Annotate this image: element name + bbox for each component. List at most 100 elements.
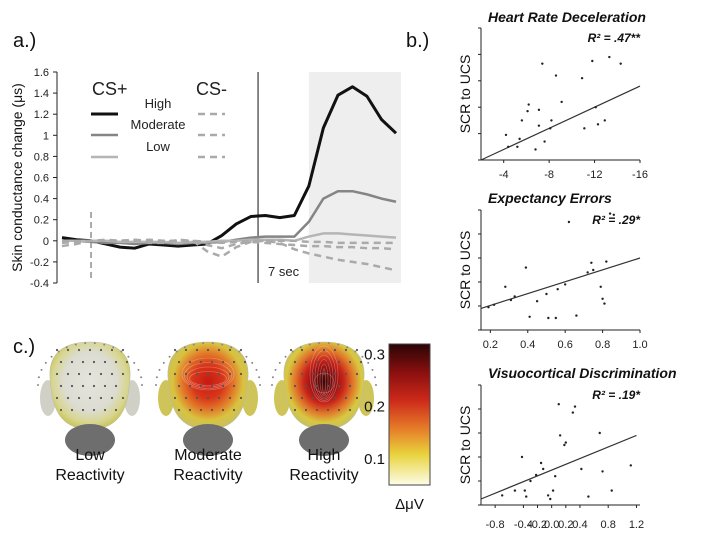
electrode [337,384,341,388]
data-point [612,213,616,216]
electrode [348,408,352,412]
electrode [355,348,359,352]
data-point [523,489,527,492]
electrode [359,360,363,364]
electrode [66,348,70,352]
electrode-outer [202,342,205,345]
data-point [619,62,622,65]
electrode [289,348,293,352]
electrode [59,384,63,388]
electrode-outer [284,355,287,358]
electrode-outer [375,384,377,386]
head-neck [299,424,349,456]
y-axis-label: Skin conductance change (μs) [9,83,25,272]
data-point [603,302,606,305]
y-tick-label: 0 [43,236,49,248]
electrode [355,372,359,376]
head-scalp [49,341,131,431]
panel-label-b: b.) [406,30,430,52]
electrode [195,396,199,400]
electrode [315,384,319,388]
data-point [551,489,555,492]
axes-visuocortical [480,385,640,506]
x-tick-label: -0.4 [514,519,533,531]
x-tick-label: 1.2 [629,519,644,531]
electrode-outer [308,343,311,346]
axes-heart-rate [480,28,640,161]
data-point [539,461,543,465]
electrode [110,372,114,376]
data-point [599,285,602,288]
electrode-outer [259,384,261,386]
electrode [77,348,81,352]
electrode-outer [65,346,68,349]
data-point [528,315,531,318]
electrode [110,396,114,400]
electrode-outer [258,376,261,379]
head-neck [183,424,233,456]
electrode [344,396,348,400]
r-squared-heart-rate: R² = .47** [588,31,642,45]
electrode [103,360,107,364]
electrode [333,396,337,400]
legend-label-low: Low [146,139,170,154]
head-contour [189,371,227,386]
data-point [580,467,583,471]
electrode-outer [44,361,47,364]
electrode-outer [371,368,374,371]
electrode [188,360,192,364]
electrode [293,360,297,364]
electrode [206,348,210,352]
shaded-ucs-window [308,72,401,283]
data-point [592,268,595,272]
y-tick-label: 1 [43,130,49,142]
data-point [557,403,560,406]
y-tick-label: 0.8 [34,151,49,163]
electrode [177,384,181,388]
y-tick-label: 1.4 [34,88,49,100]
data-point [554,475,557,478]
electrode [121,372,125,376]
electrode-outer [291,350,294,353]
electrode-outer [354,350,357,353]
electrode [304,384,308,388]
data-point [537,108,541,112]
electrode-outer [112,346,115,349]
data-point [525,495,528,498]
electrode-outer [127,355,130,358]
electrode [81,408,85,412]
electrode [228,348,232,352]
electrode-outer [84,342,87,345]
x-tick-label: -8 [544,169,554,181]
data-point [554,74,558,77]
data-point [535,300,539,303]
electrode-outer [367,361,370,364]
electrode [110,348,114,352]
electrode-outer [162,361,165,364]
electrode [70,360,74,364]
electrode [55,372,59,376]
electrode-outer [140,376,143,379]
electrode [210,408,214,412]
series-line-cs-low [62,232,397,245]
x-tick-label: -16 [632,169,648,181]
electrode-outer [299,346,302,349]
electrode-outer [37,384,39,386]
electrode [311,372,315,376]
data-point [547,316,550,320]
data-point [545,292,548,296]
electrode [114,360,118,364]
electrode [177,360,181,364]
electrode [239,348,243,352]
electrode [88,396,92,400]
electrode [232,408,236,412]
electrode [173,372,177,376]
electrode [221,408,225,412]
electrode [206,372,210,376]
electrode [199,384,203,388]
head-scalp [283,341,365,431]
data-point [501,494,504,497]
legend-cs-minus: CS- [196,79,227,99]
head-low [37,341,143,456]
data-point [583,127,586,130]
